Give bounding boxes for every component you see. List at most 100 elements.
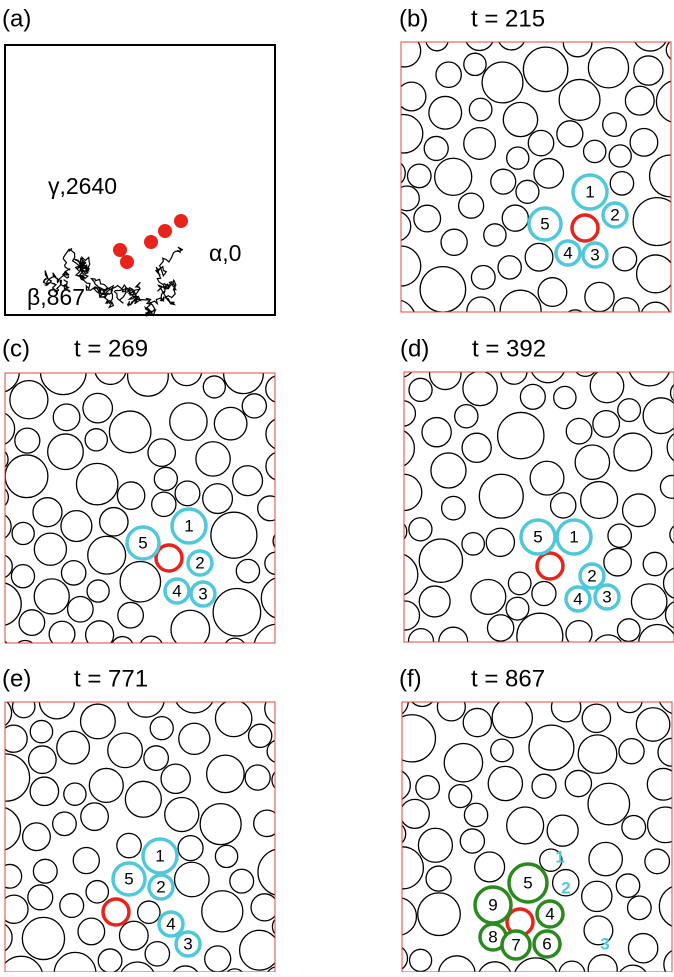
particle-number: 4: [573, 589, 582, 608]
particle-number: 7: [511, 935, 520, 954]
particle: [621, 493, 656, 528]
particle: [14, 427, 41, 454]
particle: [60, 560, 87, 586]
particle: [408, 377, 433, 403]
particle: [5, 807, 22, 851]
trajectory: [42, 246, 184, 318]
particle: [170, 609, 211, 643]
particle: [577, 734, 618, 775]
particle: [402, 770, 411, 800]
particle: [529, 460, 565, 496]
particle: [531, 580, 557, 607]
particle: [627, 932, 659, 964]
particle: [124, 780, 162, 818]
particle: [579, 480, 619, 520]
particle: [5, 753, 31, 802]
particle: [108, 410, 152, 454]
particle: [257, 495, 275, 522]
particle: [136, 900, 161, 925]
particle: [404, 473, 423, 512]
annotation: β,867: [27, 284, 85, 310]
trajectory-point: [174, 214, 188, 228]
particle: [144, 940, 171, 967]
particle: [463, 802, 489, 828]
particle: [174, 480, 201, 507]
particle: [581, 703, 612, 734]
particle: [448, 784, 473, 809]
particle: [658, 702, 672, 715]
particle-number: 6: [542, 934, 551, 953]
particle-number: 2: [587, 566, 596, 585]
particle: [404, 372, 413, 378]
particle: [594, 634, 623, 642]
particle: [419, 265, 467, 312]
particle: [205, 754, 245, 794]
particle: [519, 383, 546, 410]
particle: [418, 585, 451, 618]
tracer-particle: [101, 897, 131, 927]
particle: [632, 196, 671, 247]
particle: [39, 373, 87, 396]
particle: [551, 868, 580, 897]
particle: [5, 450, 9, 469]
particle: [506, 806, 545, 845]
particle: [607, 523, 633, 549]
particle: [408, 517, 433, 542]
particle: [195, 441, 231, 477]
panel-label: (c): [2, 335, 30, 362]
particle: [84, 620, 115, 643]
particle: [201, 890, 244, 933]
neighbor-particle: [125, 525, 161, 561]
particle: [470, 578, 507, 615]
particle: [443, 742, 484, 783]
particle: [634, 42, 667, 52]
particle: [553, 385, 577, 410]
tracer-particle: [570, 213, 600, 243]
particle: [537, 277, 568, 307]
particle: [423, 135, 449, 162]
particle: [94, 373, 127, 386]
particle: [402, 946, 409, 970]
particle: [638, 623, 674, 642]
particle: [501, 204, 530, 232]
particle: [271, 918, 275, 935]
particle: [459, 828, 486, 854]
particle: [153, 466, 179, 492]
particle: [5, 724, 28, 753]
particle: [624, 85, 655, 116]
panel-frame: [400, 41, 672, 313]
particle: [522, 46, 569, 93]
particle: [75, 462, 119, 506]
particle: [506, 146, 530, 170]
particle-number: 3: [590, 245, 599, 264]
panel: 12 34 5: [4, 372, 276, 644]
panel-label: (d): [400, 335, 429, 362]
particle: [502, 101, 539, 138]
particle: [265, 418, 275, 450]
particle: [84, 428, 108, 452]
particle: [428, 95, 463, 130]
particle: [401, 299, 415, 312]
particle: [549, 492, 577, 519]
particle: [260, 577, 275, 619]
particle: [5, 894, 29, 924]
particle: [253, 623, 275, 643]
particle: [401, 245, 422, 287]
particle: [5, 412, 16, 445]
neighbor-particle: [111, 861, 147, 897]
particle: [272, 533, 275, 549]
particle: [116, 481, 146, 511]
particle: [592, 409, 621, 438]
particle: [527, 129, 555, 157]
particle: [226, 968, 244, 972]
neighbor-particle: [157, 910, 185, 938]
particle: [21, 916, 66, 961]
particle: [404, 400, 417, 427]
particle: [608, 144, 632, 168]
particle: [556, 120, 584, 148]
particle-number: 8: [488, 927, 497, 946]
particle: [587, 954, 618, 972]
particle: [223, 373, 264, 395]
particle: [499, 289, 542, 312]
